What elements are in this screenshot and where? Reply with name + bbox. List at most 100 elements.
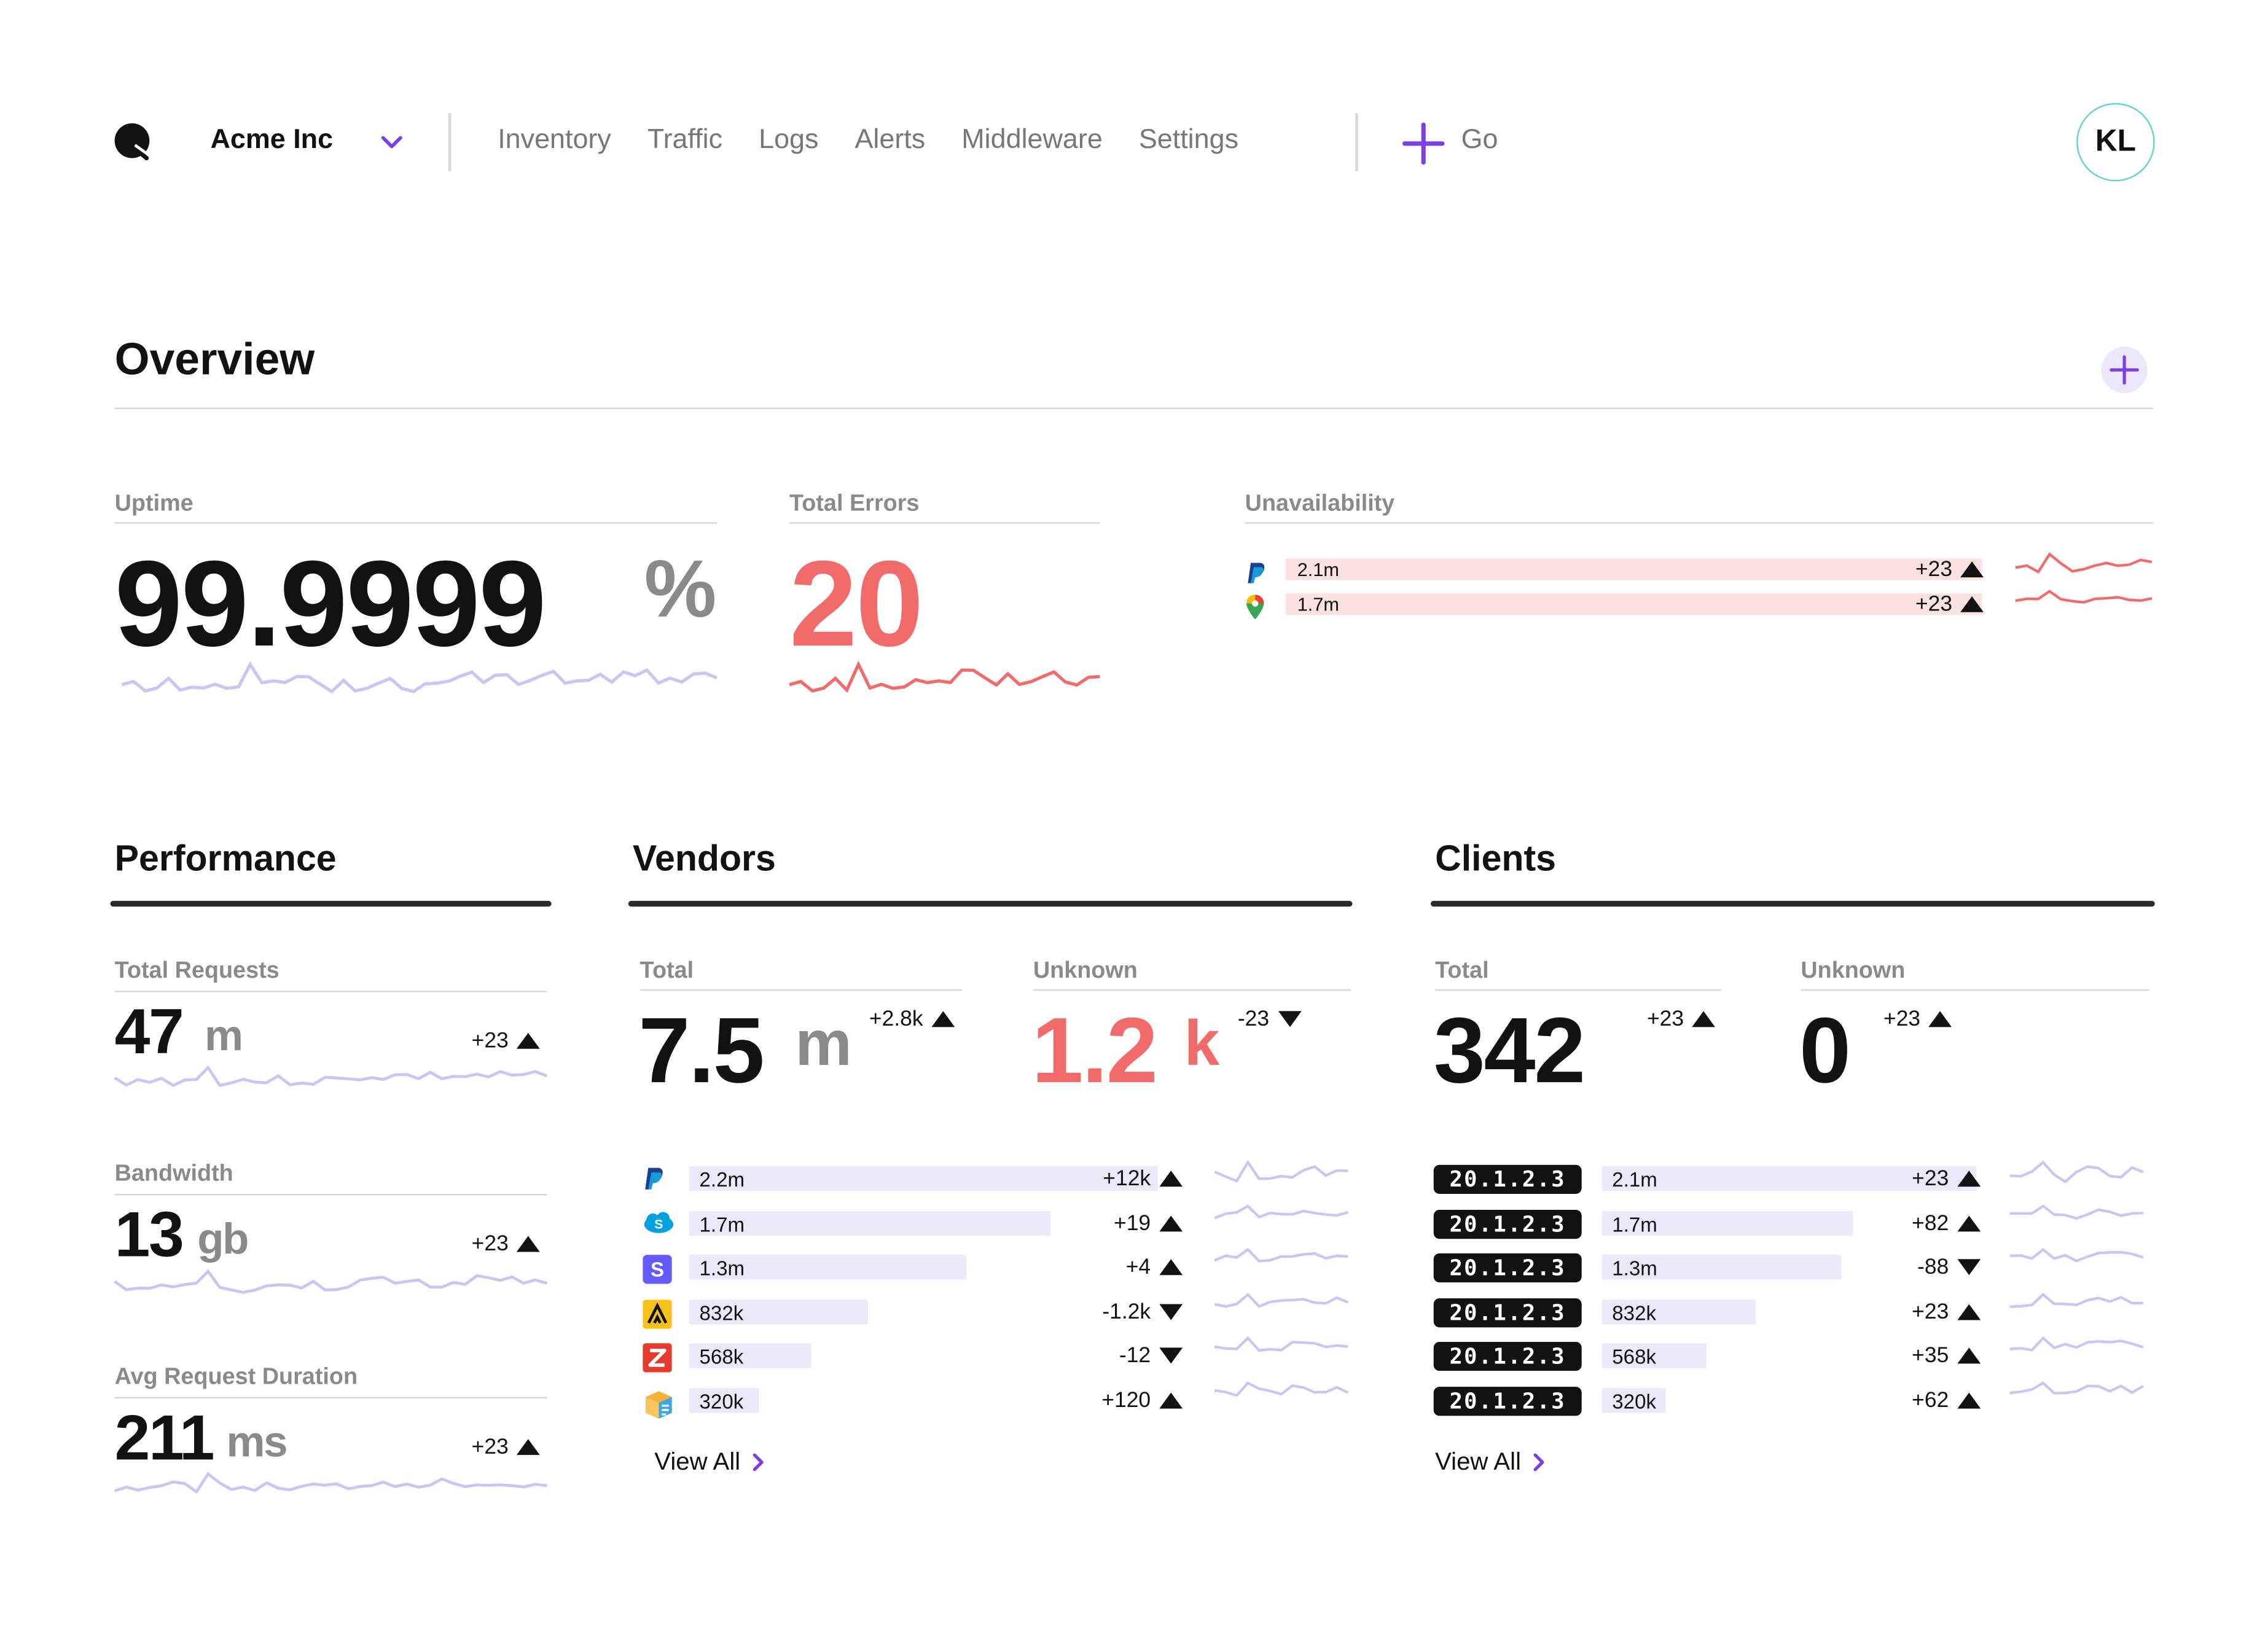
- delta-value: +23: [471, 1231, 509, 1257]
- vendor-sparkline: [1214, 1381, 1349, 1397]
- client-bar: [1601, 1299, 1756, 1325]
- client-sparkline: [2009, 1381, 2144, 1395]
- vendors-view-all-link[interactable]: View All: [654, 1448, 766, 1476]
- delta-value: +82: [1912, 1210, 1949, 1236]
- view-all-label: View All: [1435, 1448, 1521, 1476]
- client-ip-badge: 20.1.2.3: [1433, 1209, 1582, 1239]
- clients-view-all-link[interactable]: View All: [1435, 1448, 1547, 1476]
- arrow-up-icon: [1159, 1392, 1183, 1409]
- vendor-bar: [689, 1255, 967, 1280]
- vendors-total-unit: m: [795, 1008, 851, 1080]
- client-value: 1.3m: [1612, 1257, 1657, 1280]
- delta-value: +23: [1912, 1299, 1949, 1325]
- vendor-sparkline: [1214, 1336, 1348, 1353]
- arrow-up-icon: [1957, 1392, 1981, 1409]
- clients-unknown-value: 0: [1799, 998, 1851, 1103]
- chevron-down-icon[interactable]: [377, 131, 406, 154]
- performance-divider: [110, 900, 552, 907]
- nav-middleware[interactable]: Middleware: [961, 125, 1103, 155]
- client-bar: [1601, 1344, 1707, 1369]
- metric-value: 13: [114, 1199, 184, 1271]
- delta-value: +23: [1912, 1166, 1949, 1191]
- client-ip-badge: 20.1.2.3: [1433, 1164, 1582, 1194]
- unavailability-bar: [1285, 593, 1982, 615]
- vendors-unknown-value: 1.2: [1031, 998, 1157, 1103]
- metric-label: Total Requests: [114, 959, 280, 984]
- arrow-up-icon: [1957, 1215, 1981, 1231]
- vendor-bar: [689, 1388, 759, 1413]
- vendor-a-icon: [643, 1299, 672, 1336]
- vendor-delta: +19: [1114, 1210, 1183, 1236]
- clients-title: Clients: [1435, 838, 1557, 879]
- zendesk-icon: [643, 1344, 672, 1380]
- client-sparkline: [2009, 1336, 2144, 1352]
- vendor-delta: -12: [1119, 1344, 1183, 1368]
- plus-icon: [2110, 355, 2139, 385]
- client-value: 568k: [1612, 1345, 1657, 1369]
- plus-icon[interactable]: [1402, 122, 1445, 165]
- vendors-total-value: 7.5: [638, 998, 764, 1103]
- client-delta: +23: [1912, 1166, 1981, 1191]
- svg-text:S: S: [651, 1259, 664, 1282]
- clients-total-value: 342: [1433, 998, 1586, 1103]
- vendors-divider: [628, 900, 1353, 907]
- performance-title: Performance: [114, 838, 337, 879]
- header-divider: [1355, 113, 1358, 171]
- clients-unknown-delta: +23: [1883, 1007, 1953, 1031]
- delta-value: +23: [1915, 591, 1953, 617]
- vendor-delta: +4: [1126, 1255, 1183, 1280]
- metric-sparkline: [114, 1471, 547, 1494]
- client-bar: [1601, 1255, 1842, 1280]
- nav-logs[interactable]: Logs: [759, 125, 819, 155]
- client-ip-badge: 20.1.2.3: [1433, 1298, 1582, 1327]
- metric-divider: [114, 991, 547, 992]
- overview-divider: [114, 407, 2154, 410]
- unavailability-value: 1.7m: [1297, 593, 1339, 615]
- arrow-down-icon: [1278, 1011, 1302, 1027]
- unavailability-label: Unavailability: [1245, 491, 1395, 516]
- vendor-delta: -1.2k: [1102, 1300, 1183, 1324]
- arrow-up-icon: [1159, 1171, 1183, 1187]
- delta-value: +23: [471, 1028, 509, 1053]
- unavailability-bar: [1285, 558, 1982, 580]
- logo-icon[interactable]: [114, 123, 152, 161]
- uptime-label: Uptime: [114, 491, 194, 516]
- vendor-sparkline: [1214, 1292, 1349, 1308]
- arrow-up-icon: [517, 1236, 541, 1252]
- vendors-unknown-label: Unknown: [1033, 959, 1138, 984]
- vendors-unknown-unit: k: [1184, 1008, 1219, 1080]
- svg-text:S: S: [654, 1217, 663, 1231]
- errors-divider: [789, 522, 1100, 524]
- box-icon: [643, 1389, 675, 1428]
- delta-value: +62: [1912, 1388, 1949, 1413]
- nav-settings[interactable]: Settings: [1138, 125, 1239, 155]
- arrow-up-icon: [1957, 1304, 1981, 1320]
- metric-sparkline: [114, 1269, 548, 1294]
- uptime-sparkline: [121, 661, 718, 694]
- delta-value: +23: [471, 1435, 509, 1460]
- nav-inventory[interactable]: Inventory: [498, 125, 611, 155]
- nav-alerts[interactable]: Alerts: [854, 125, 926, 155]
- org-name[interactable]: Acme Inc: [210, 125, 334, 155]
- vendor-delta: +12k: [1103, 1166, 1183, 1191]
- go-button[interactable]: Go: [1461, 125, 1498, 155]
- delta-value: +23: [1646, 1007, 1684, 1032]
- add-widget-button[interactable]: [2101, 346, 2148, 394]
- vendor-value: 832k: [699, 1301, 744, 1325]
- stripe-icon: S: [643, 1255, 672, 1292]
- errors-label: Total Errors: [789, 491, 920, 516]
- vendors-unknown-delta: -23: [1238, 1007, 1302, 1031]
- vendor-value: 2.2m: [699, 1167, 745, 1191]
- vendor-value: 1.7m: [699, 1212, 745, 1236]
- metric-label: Bandwidth: [114, 1162, 233, 1187]
- metric-value: 47: [114, 996, 184, 1068]
- client-sparkline: [2009, 1204, 2143, 1220]
- client-value: 320k: [1612, 1389, 1657, 1413]
- avatar[interactable]: KL: [2076, 103, 2155, 182]
- arrow-up-icon: [1957, 1348, 1981, 1365]
- nav-traffic[interactable]: Traffic: [647, 125, 723, 155]
- delta-value: +23: [1915, 557, 1953, 582]
- delta-value: +120: [1101, 1388, 1151, 1413]
- metric-unit: m: [205, 1012, 243, 1061]
- overview-title: Overview: [114, 333, 315, 384]
